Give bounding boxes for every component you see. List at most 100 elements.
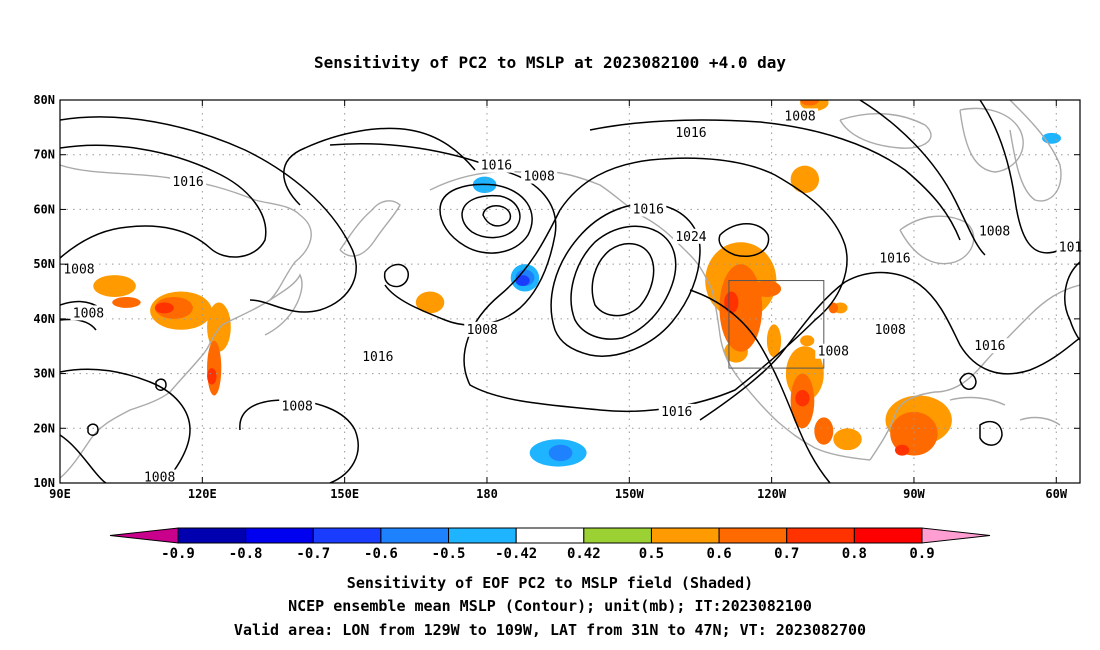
contour-line (979, 420, 1003, 446)
colorbar-swatch (853, 527, 923, 544)
contour-label-bg (971, 338, 1008, 354)
sensitivity-blob (154, 302, 174, 314)
map-gridlines (60, 100, 1080, 483)
sensitivity-blob (60, 176, 108, 204)
contour-label: 1016 (661, 405, 692, 420)
coastline-north-america-west (711, 289, 871, 461)
contour-line (859, 100, 986, 256)
sensitivity-blob (795, 389, 810, 407)
lon-tick-label: 150E (330, 487, 359, 501)
contour-label: 1008 (282, 399, 313, 414)
captions: Sensitivity of EOF PC2 to MSLP field (Sh… (234, 574, 866, 639)
colorbar-swatch (177, 527, 247, 544)
contour-line (570, 225, 677, 340)
lon-tick-label: 120E (188, 487, 217, 501)
colorbar-tick-label: -0.5 (432, 546, 466, 562)
colorbar: -0.9 -0.8 -0.7 -0.6 -0.5 -0.42 0.42 0.5 0.6 0.7 0.… (109, 527, 991, 562)
sensitivity-blob (207, 340, 222, 396)
colorbar-swatch (448, 527, 517, 544)
contour-line (87, 423, 99, 436)
colorbar-swatch (583, 527, 652, 544)
contour-line (60, 116, 357, 313)
contour-line (550, 203, 701, 357)
map-area: 1008 1016 1016 1008 1016 1016 1024 1016 1008 101 1… (33, 93, 1099, 501)
contour-label-bg (658, 403, 695, 419)
axis-ticks: 90E 120E 150E 180 150W 120W 90W 60W 10N 20N 30N 40N… (33, 93, 1080, 501)
coastline-japan (264, 273, 303, 336)
sensitivity-blob (833, 428, 862, 451)
contour-label: 1008 (784, 109, 815, 124)
sensitivity-blob (1037, 187, 1062, 204)
contour-line (329, 143, 557, 326)
sensitivity-blob (752, 280, 782, 297)
contour-label-bg (464, 321, 501, 337)
sensitivity-blob (800, 100, 820, 106)
colorbar-tick-label: -0.42 (495, 546, 537, 562)
colorbar-tick-label: -0.7 (296, 546, 330, 562)
contour-line (959, 372, 977, 390)
coastline-hudson (899, 215, 975, 265)
colorbar-under-triangle (109, 527, 179, 544)
contour-line (718, 223, 770, 257)
contour-label-bg (279, 398, 316, 414)
contour-label-bg (60, 261, 97, 277)
colorbar-over-triangle (921, 527, 991, 544)
colorbar-tick-label: 0.6 (706, 546, 731, 562)
lat-tick-label: 30N (33, 367, 55, 381)
sensitivity-blob (719, 264, 763, 352)
contour-label: 1008 (524, 170, 555, 185)
sensitivity-blob (207, 368, 217, 385)
contour-line (591, 243, 655, 317)
lat-tick-label: 80N (33, 93, 55, 107)
contour-label-bg (521, 168, 558, 184)
figure-title: Sensitivity of PC2 to MSLP at 2023082100… (314, 53, 786, 72)
caption-line-2: NCEP ensemble mean MSLP (Contour); unit(… (288, 597, 812, 615)
sensitivity-blob (800, 335, 815, 347)
lon-tick-label: 60W (1045, 487, 1067, 501)
lon-tick-label: 90E (49, 487, 71, 501)
valid-area-box (728, 280, 825, 369)
colorbar-tick-label: 0.8 (842, 546, 867, 562)
contour-line (699, 271, 1080, 421)
contour-label: 1008 (875, 323, 906, 338)
contour-label-bg (1056, 239, 1085, 255)
contour-label: 1016 (362, 350, 393, 365)
contour-label-bg (70, 305, 107, 321)
contour-label: 1008 (467, 323, 498, 338)
colorbar-tick-label: 0.7 (774, 546, 799, 562)
lat-tick-label: 70N (33, 148, 55, 162)
contour-label: 1008 (63, 263, 94, 278)
sensitivity-blob (515, 275, 530, 287)
contour-labels: 1008 1016 1016 1008 1016 1016 1024 1016 1008 101 1… (60, 108, 1085, 486)
coastline-caribbean (949, 396, 1061, 426)
contour-label: 1016 (675, 126, 706, 141)
contour-label: 1008 (73, 306, 104, 321)
lat-tick-label: 60N (33, 202, 55, 216)
sensitivity-shading (60, 100, 1099, 478)
sensitivity-blob (112, 296, 141, 308)
colorbar-tick-label: 0.42 (567, 546, 601, 562)
lat-tick-label: 40N (33, 312, 55, 326)
mslp-contours (60, 100, 1080, 483)
colorbar-tick-label: -0.8 (229, 546, 263, 562)
contour-label-bg (672, 124, 709, 140)
sensitivity-blob (415, 291, 445, 314)
lon-tick-label: 150W (615, 487, 645, 501)
contour-line (239, 399, 359, 483)
contour-label: 101 (1059, 241, 1082, 256)
sensitivity-blob (1080, 395, 1099, 411)
contour-label-bg (478, 157, 515, 173)
caption-line-3: Valid area: LON from 129W to 109W, LAT f… (234, 621, 866, 639)
sensitivity-blob (401, 176, 454, 199)
contour-label-bg (815, 343, 852, 359)
contour-label: 1008 (979, 224, 1010, 239)
colorbar-swatch (650, 527, 720, 544)
lon-tick-label: 120W (757, 487, 787, 501)
contour-label: 1016 (481, 159, 512, 174)
contour-label-bg (630, 201, 667, 217)
contour-line (60, 144, 267, 259)
contour-line (383, 263, 409, 288)
contour-label: 1016 (172, 175, 203, 190)
colorbar-tick-label: -0.6 (364, 546, 398, 562)
